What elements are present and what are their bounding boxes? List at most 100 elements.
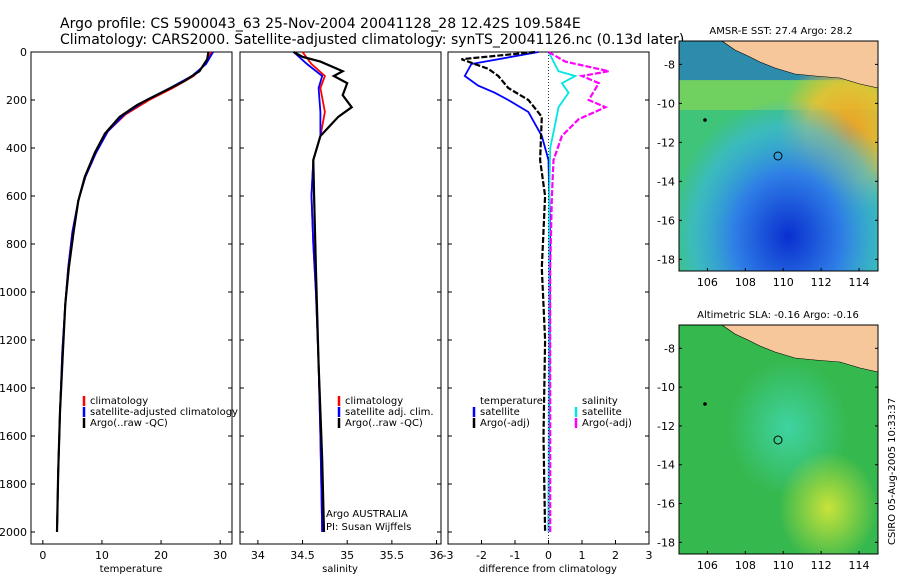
sst-map-title: AMSR-E SST: 27.4 Argo: 28.2: [709, 26, 852, 37]
map-lat-label: -16: [657, 214, 675, 227]
depth-tick-label: 1000: [0, 286, 27, 299]
depth-tick-label: 1600: [0, 430, 27, 443]
map-lat-label: -14: [657, 459, 675, 472]
x-tick-label: 3: [646, 549, 653, 562]
x-tick-label: -3: [443, 549, 454, 562]
x-tick-label: 34: [251, 549, 265, 562]
depth-tick-label: 800: [6, 238, 27, 251]
map-lat-label: -18: [657, 253, 675, 266]
temperature-series: [55, 51, 214, 533]
sla-map-title: Altimetric SLA: -0.16 Argo: -0.16: [697, 310, 859, 321]
map-lon-label: 112: [811, 276, 832, 289]
series-climatology: [56, 51, 213, 533]
legend-satellite: satellite adj. clim.: [345, 407, 434, 418]
temperature-xlabel: temperature: [100, 564, 163, 575]
legend-argo: Argo(..raw -QC): [90, 418, 168, 429]
x-tick-label: 0: [39, 549, 46, 562]
legend-argo: Argo(..raw -QC): [345, 418, 423, 429]
salinity-series: [292, 51, 354, 533]
series-argo-raw-qc: [293, 51, 354, 533]
series-argo-raw-qc: [55, 51, 210, 533]
map-lat-label: -8: [664, 342, 675, 355]
x-tick-label: -1: [510, 549, 521, 562]
map-lon-label: 108: [735, 276, 756, 289]
credit-timestamp: CSIRO 05-Aug-2005 10:33:37: [887, 398, 898, 545]
map-lat-label: -10: [657, 381, 675, 394]
depth-tick-label: 2000: [0, 526, 27, 539]
x-tick-label: 20: [154, 549, 168, 562]
series-temperature-satellite: [463, 51, 552, 533]
map-lon-label: 108: [735, 559, 756, 572]
x-tick-label: 10: [95, 549, 109, 562]
sla-map: [678, 324, 879, 555]
sst-float-track-dot: [703, 118, 707, 122]
legend-temperature-head: temperature: [480, 396, 543, 407]
map-lat-label: -10: [657, 97, 675, 110]
legend-satellite: satellite-adjusted climatology: [90, 407, 238, 418]
depth-tick-label: 600: [6, 190, 27, 203]
x-tick-label: 2: [612, 549, 619, 562]
x-tick-label: 0: [545, 549, 552, 562]
x-tick-label: 34.5: [290, 549, 315, 562]
map-lat-label: -12: [657, 136, 675, 149]
map-lon-label: 110: [773, 559, 794, 572]
principal-investigator: PI: Susan Wijffels: [326, 522, 411, 533]
legend-s-argo: Argo(-adj): [582, 418, 632, 429]
x-tick-label: 1: [579, 549, 586, 562]
map-lon-label: 112: [811, 559, 832, 572]
salinity-xlabel: salinity: [322, 564, 358, 575]
depth-tick-label: 1200: [0, 334, 27, 347]
series-salinity-satellite: [547, 51, 578, 533]
x-tick-label: 30: [213, 549, 227, 562]
sst-map-frame: [678, 40, 879, 272]
depth-tick-label: 1800: [0, 478, 27, 491]
map-lat-label: -8: [664, 58, 675, 71]
salinity-panel-frame: [239, 51, 442, 545]
x-tick-label: -2: [476, 549, 487, 562]
legend-t-satellite: satellite: [480, 407, 520, 418]
header-line2: Climatology: CARS2000. Satellite-adjuste…: [60, 32, 684, 48]
map-lat-label: -16: [657, 498, 675, 511]
legend-salinity-head: salinity: [582, 396, 618, 407]
series-temperature-argo-adj: [461, 50, 547, 533]
series-satellite-adj-clim: [292, 51, 324, 533]
map-axes: -8 -10 -12 -14 -16 -18 106 108 110 112 114 -8 -10 -12…: [657, 58, 878, 572]
temperature-panel-frame: [30, 51, 233, 545]
legend-t-argo: Argo(-adj): [480, 418, 530, 429]
map-lon-label: 114: [849, 559, 870, 572]
sla-argo-location-marker: [773, 435, 783, 445]
map-lat-label: -14: [657, 175, 675, 188]
series-salinity-argo-adj: [547, 51, 610, 532]
difference-legend: temperature satellite Argo(-adj) salinit…: [472, 396, 632, 429]
map-lon-label: 114: [849, 276, 870, 289]
map-lon-label: 106: [697, 276, 718, 289]
x-tick-label: 35: [340, 549, 354, 562]
difference-xlabel: difference from climatology: [479, 564, 617, 575]
salinity-legend: climatology satellite adj. clim. Argo(..…: [326, 396, 434, 533]
legend-climatology: climatology: [345, 396, 403, 407]
x-axes: 0 10 20 30 34 34.5 35 35.5 36-3 -2 -1 0 1 2 3: [39, 540, 653, 562]
map-lon-label: 106: [697, 559, 718, 572]
header-line1: Argo profile: CS 5900043_63 25-Nov-2004 …: [60, 16, 581, 32]
series-satellite-adjusted-climatology: [56, 51, 214, 533]
sst-argo-location-marker: [773, 151, 783, 161]
legend-climatology: climatology: [90, 396, 148, 407]
map-lat-label: -12: [657, 420, 675, 433]
x-tick-label: 35.5: [380, 549, 405, 562]
temperature-legend: climatology satellite-adjusted climatolo…: [82, 396, 238, 429]
legend-s-satellite: satellite: [582, 407, 622, 418]
depth-tick-label: 0: [20, 46, 27, 59]
depth-tick-label: 200: [6, 94, 27, 107]
map-lat-label: -18: [657, 536, 675, 549]
sla-map-frame: [678, 324, 879, 555]
depth-axis: 0 200 400 600 800 1000 1200 1400 1600 1800 2000: [0, 46, 649, 539]
depth-tick-label: 1400: [0, 382, 27, 395]
sla-float-track-dot: [703, 402, 707, 406]
map-lon-label: 110: [773, 276, 794, 289]
x-tick-label: 36: [430, 549, 444, 562]
difference-series: [461, 50, 610, 544]
float-program: Argo AUSTRALIA: [326, 509, 408, 520]
sst-map: [678, 40, 879, 272]
depth-tick-label: 400: [6, 142, 27, 155]
